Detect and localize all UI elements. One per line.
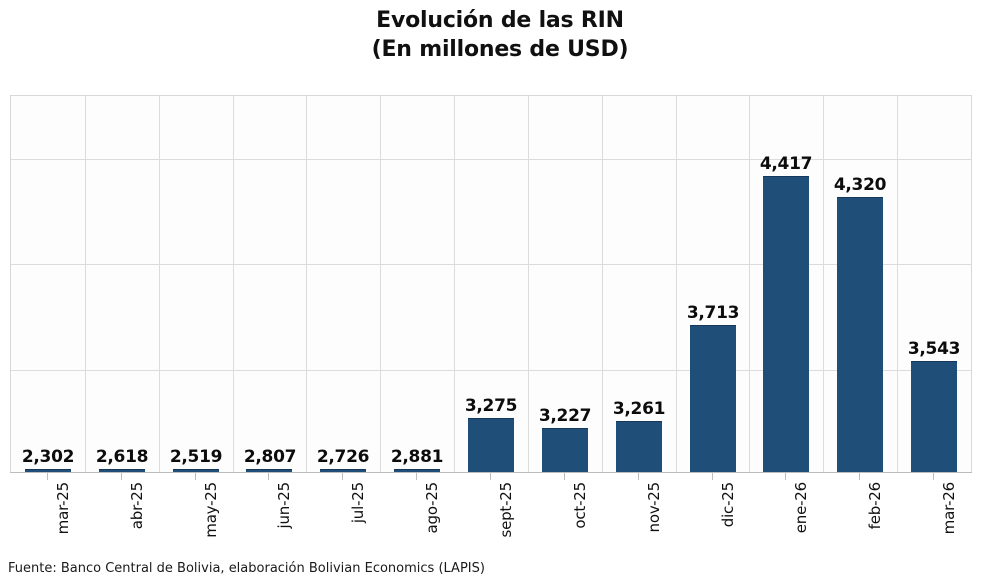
category-label-mar-26: mar-26 — [940, 482, 958, 535]
bar-abr-25[interactable] — [99, 469, 145, 472]
bar-value-label-feb-26: 4,320 — [833, 174, 887, 195]
gridline-vertical — [380, 96, 381, 472]
category-label-sept-25: sept-25 — [497, 482, 515, 538]
gridline-vertical — [454, 96, 455, 472]
category-label-abr-25: abr-25 — [128, 482, 146, 530]
category-label-jun-25: jun-25 — [275, 482, 293, 529]
bar-value-label-nov-25: 3,261 — [612, 398, 666, 419]
gridline-horizontal — [11, 264, 971, 266]
bar-ene-26[interactable] — [763, 176, 809, 472]
bar-value-label-ene-26: 4,417 — [759, 154, 813, 175]
axis-tick — [785, 473, 786, 480]
gridline-vertical — [676, 96, 677, 472]
axis-tick — [268, 473, 269, 480]
category-label-feb-26: feb-26 — [866, 482, 884, 530]
axis-tick — [416, 473, 417, 480]
bar-value-label-mar-26: 3,543 — [907, 339, 961, 360]
gridline-vertical — [159, 96, 160, 472]
axis-tick — [564, 473, 565, 480]
gridline-horizontal — [11, 370, 971, 372]
source-note: Fuente: Banco Central de Bolivia, elabor… — [8, 561, 485, 576]
bar-value-label-abr-25: 2,618 — [95, 447, 149, 467]
gridline-vertical — [528, 96, 529, 472]
category-label-nov-25: nov-25 — [645, 482, 663, 533]
bar-ago-25[interactable] — [394, 469, 440, 472]
bar-value-label-jul-25: 2,726 — [316, 447, 370, 467]
category-label-ago-25: ago-25 — [423, 482, 441, 534]
title-line-1: Evolución de las RIN — [376, 8, 624, 33]
bar-sept-25[interactable] — [468, 417, 514, 472]
gridline-vertical — [85, 96, 86, 472]
bar-value-label-sept-25: 3,275 — [464, 395, 518, 416]
axis-tick — [712, 473, 713, 480]
axis-tick — [47, 473, 48, 480]
axis-tick — [638, 473, 639, 480]
bar-mar-26[interactable] — [911, 361, 957, 472]
bar-jul-25[interactable] — [320, 469, 366, 472]
bar-value-label-may-25: 2,519 — [169, 447, 223, 467]
bar-feb-26[interactable] — [837, 196, 883, 472]
category-label-mar-25: mar-25 — [54, 482, 72, 535]
bar-series: 2,302 2,618 2,519 2,807 2,726 2,881 3,275 3,227… — [11, 96, 971, 472]
category-label-oct-25: oct-25 — [571, 482, 589, 529]
bar-value-label-dic-25: 3,713 — [686, 303, 740, 324]
bar-jun-25[interactable] — [246, 469, 292, 472]
axis-tick — [195, 473, 196, 480]
bar-nov-25[interactable] — [616, 420, 662, 472]
bar-oct-25[interactable] — [542, 427, 588, 472]
category-axis-line — [10, 472, 972, 473]
bar-mar-25[interactable] — [25, 469, 71, 472]
gridline-horizontal — [11, 158, 971, 160]
bar-dic-25[interactable] — [690, 325, 736, 472]
bar-value-label-ago-25: 2,881 — [390, 447, 444, 467]
axis-tick — [490, 473, 491, 480]
title-line-2: (En millones de USD) — [371, 37, 629, 63]
axis-tick — [859, 473, 860, 480]
axis-tick — [121, 473, 122, 480]
bar-value-label-jun-25: 2,807 — [243, 447, 297, 467]
gridline-vertical — [602, 96, 603, 472]
bar-value-label-oct-25: 3,227 — [538, 405, 592, 426]
category-label-ene-26: ene-26 — [792, 482, 810, 534]
bar-value-label-mar-25: 2,302 — [21, 447, 75, 467]
gridline-vertical — [306, 96, 307, 472]
gridline-vertical — [897, 96, 898, 472]
chart-plot-area: 2,302 2,618 2,519 2,807 2,726 2,881 3,275 3,227… — [10, 95, 972, 473]
page-title: Evolución de las RIN (En millones de USD… — [0, 6, 1000, 64]
category-label-dic-25: dic-25 — [719, 482, 737, 528]
axis-tick — [933, 473, 934, 480]
category-label-jul-25: jul-25 — [349, 482, 367, 524]
gridline-vertical — [823, 96, 824, 472]
axis-tick — [342, 473, 343, 480]
gridline-vertical — [749, 96, 750, 472]
bar-may-25[interactable] — [173, 469, 219, 472]
category-axis: mar-25 abr-25 may-25 jun-25 jul-25 ago-25 sept… — [10, 473, 972, 551]
gridline-vertical — [233, 96, 234, 472]
category-label-may-25: may-25 — [202, 482, 220, 538]
